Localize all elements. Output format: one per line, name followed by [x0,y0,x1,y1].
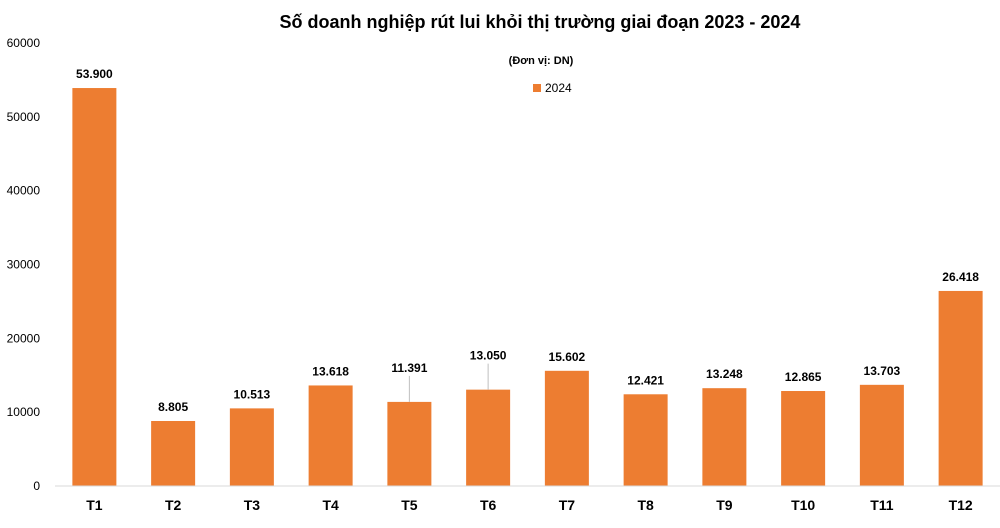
x-tick-label: T3 [244,497,261,513]
x-tick-label: T8 [637,497,654,513]
data-label: 53.900 [76,67,113,81]
bar [308,385,353,486]
data-label: 15.602 [549,350,586,364]
data-label: 26.418 [942,270,979,284]
x-tick-label: T2 [165,497,182,513]
data-label: 13.703 [864,364,901,378]
bar [229,408,274,486]
chart-subtitle: (Đơn vị: DN) [509,55,574,67]
chart-title: Số doanh nghiệp rút lui khỏi thị trường … [280,12,801,32]
bar [466,389,511,486]
y-tick-label: 20000 [7,331,41,345]
y-tick-label: 10000 [7,405,41,419]
data-label: 11.391 [391,361,427,375]
legend: 2024 [533,81,572,95]
y-tick-label: 0 [33,479,40,493]
y-tick-label: 60000 [7,36,41,50]
data-label: 10.513 [234,387,271,401]
data-label: 12.421 [627,373,664,387]
data-label: 8.805 [158,400,188,414]
x-axis: T1 T2 T3 T4 T5 T6 T7 T8 T9 T10 T11 T12 [55,485,1000,513]
bar [387,401,432,486]
bar [859,384,904,486]
y-axis: 0 10000 20000 30000 40000 50000 60000 [7,36,41,493]
bar [72,88,117,486]
bar [781,391,826,486]
bar [544,370,589,486]
data-label: 13.050 [470,349,507,363]
data-label: 13.618 [312,364,349,378]
x-tick-label: T6 [480,497,497,513]
x-tick-label: T4 [322,497,339,513]
legend-swatch [533,84,541,92]
x-tick-label: T12 [949,497,973,513]
y-tick-label: 30000 [7,258,41,272]
bars: 53.900 8.805 10.513 13.618 11.391 13.050 15.60… [72,67,983,486]
legend-label: 2024 [545,81,572,95]
x-tick-label: T7 [559,497,576,513]
bar [151,420,196,486]
bar [702,388,747,486]
data-label: 12.865 [785,370,822,384]
data-label: 13.248 [706,367,743,381]
x-tick-label: T1 [86,497,103,513]
x-tick-label: T9 [716,497,733,513]
y-tick-label: 50000 [7,110,41,124]
x-tick-label: T11 [870,497,894,513]
y-tick-label: 40000 [7,184,41,198]
bar [938,290,983,486]
x-tick-label: T5 [401,497,418,513]
bar [623,394,668,486]
x-tick-label: T10 [791,497,815,513]
